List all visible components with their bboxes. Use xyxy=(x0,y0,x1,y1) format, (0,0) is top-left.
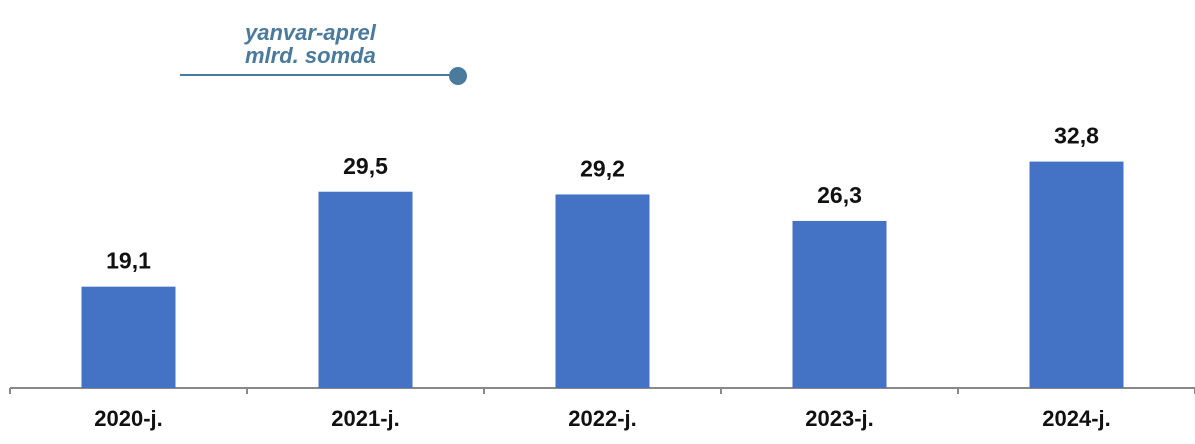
value-label: 26,3 xyxy=(817,182,862,208)
bar xyxy=(318,191,413,388)
x-tick-label: 2024-j. xyxy=(1042,406,1111,431)
x-tick-label: 2020-j. xyxy=(94,406,163,431)
subtitle-line: mlrd. somda xyxy=(245,43,376,68)
bar xyxy=(1029,161,1124,388)
subtitle-dot xyxy=(449,67,467,85)
bar xyxy=(81,286,176,388)
bar xyxy=(555,194,650,388)
x-tick-label: 2023-j. xyxy=(805,406,874,431)
x-tick-label: 2022-j. xyxy=(568,406,637,431)
subtitle-line: yanvar-aprel xyxy=(244,20,377,45)
bar xyxy=(792,220,887,388)
value-label: 19,1 xyxy=(106,248,151,274)
value-label: 29,5 xyxy=(343,153,388,179)
x-tick-label: 2021-j. xyxy=(331,406,400,431)
value-label: 29,2 xyxy=(580,156,625,182)
value-label: 32,8 xyxy=(1054,123,1099,149)
